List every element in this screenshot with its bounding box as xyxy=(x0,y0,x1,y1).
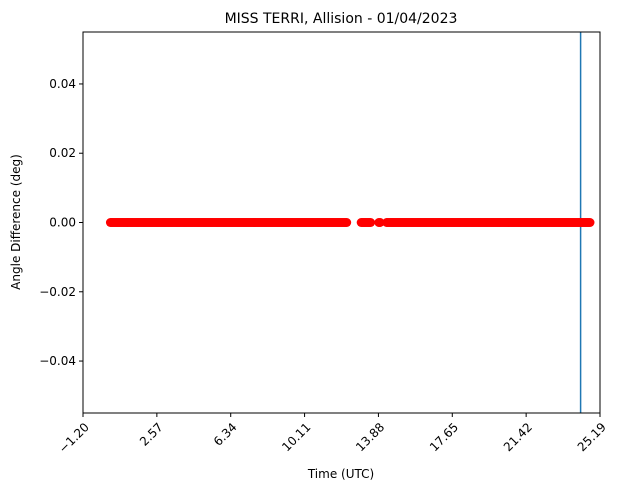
data-point xyxy=(375,218,385,227)
x-tick-label: −1.20 xyxy=(56,420,92,456)
y-tick-label: −0.04 xyxy=(39,354,76,368)
x-tick-label: 6.34 xyxy=(211,420,240,449)
data-markers xyxy=(105,218,595,227)
y-tick-label: 0.00 xyxy=(49,216,76,230)
data-point xyxy=(585,218,595,227)
y-axis: 0.04 0.02 0.00 −0.02 −0.04 xyxy=(39,77,83,368)
y-tick-label: 0.02 xyxy=(49,146,76,160)
x-axis-label: Time (UTC) xyxy=(307,467,374,481)
x-axis: −1.20 2.57 6.34 10.11 13.88 17.65 21.42 25.19 xyxy=(56,413,609,456)
y-tick-label: −0.02 xyxy=(39,285,76,299)
y-axis-label: Angle Difference (deg) xyxy=(9,154,23,290)
data-point xyxy=(366,218,376,227)
x-tick-label: 10.11 xyxy=(279,420,313,454)
x-tick-label: 25.19 xyxy=(575,420,609,454)
x-tick-label: 2.57 xyxy=(137,420,166,449)
x-tick-label: 13.88 xyxy=(353,420,387,454)
x-tick-label: 21.42 xyxy=(501,420,535,454)
chart-title: MISS TERRI, Allision - 01/04/2023 xyxy=(225,11,458,27)
y-tick-label: 0.04 xyxy=(49,77,76,91)
x-tick-label: 17.65 xyxy=(427,420,461,454)
data-point xyxy=(342,218,352,227)
